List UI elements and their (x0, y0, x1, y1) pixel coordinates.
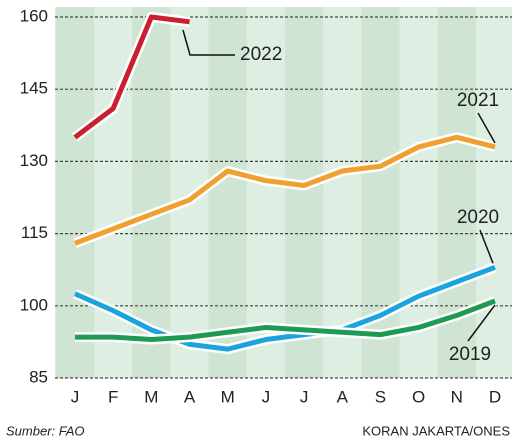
x-tick-label: J (300, 387, 309, 406)
stripe (208, 7, 247, 378)
leader-line (479, 229, 494, 264)
y-tick-label: 100 (20, 295, 48, 314)
leader-line (182, 29, 235, 56)
source: Sumber: FAO (6, 423, 85, 438)
y-tick-label: 130 (20, 151, 48, 170)
line (73, 14, 190, 140)
line (75, 298, 496, 342)
stripe (285, 7, 324, 378)
x-tick-label: J (262, 387, 271, 406)
x-tick-label: N (451, 387, 463, 406)
x-tick-label: S (375, 387, 386, 406)
plot-background (55, 7, 512, 378)
line (74, 134, 496, 246)
y-tick-label: 160 (20, 6, 48, 25)
stripe (132, 7, 171, 378)
stripe (55, 7, 95, 378)
x-tick-label: J (71, 387, 80, 406)
series-label: 2021 (457, 90, 499, 111)
credit: KORAN JAKARTA/ONES (362, 423, 510, 438)
y-tick-label: 145 (20, 79, 48, 98)
y-tick-label: 85 (29, 367, 48, 386)
x-tick-label: O (412, 387, 425, 406)
y-tick-label: 115 (21, 223, 48, 242)
x-tick-label: M (221, 387, 235, 406)
x-tick-label: F (108, 387, 118, 406)
x-tick-label: D (489, 387, 501, 406)
x-tick-label: A (337, 387, 349, 406)
x-tick-label: M (144, 387, 158, 406)
series-label: 2020 (457, 207, 499, 228)
line (73, 264, 496, 352)
x-tick-label: A (184, 387, 196, 406)
series-label: 2022 (240, 44, 282, 65)
leader-line (467, 304, 496, 342)
leader-line (477, 112, 496, 144)
series-label: 2019 (449, 344, 491, 365)
